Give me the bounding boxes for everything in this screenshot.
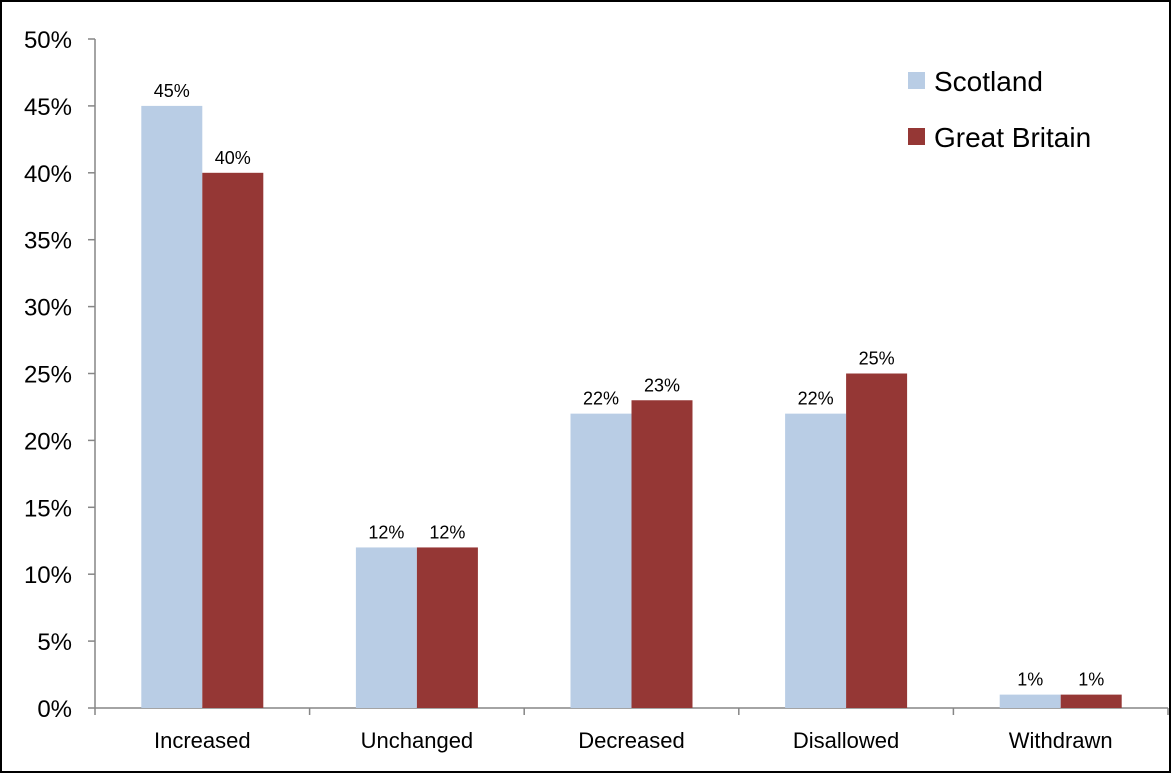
data-label: 45% — [154, 81, 190, 101]
data-label: 22% — [798, 389, 834, 409]
x-tick-label: Unchanged — [361, 728, 474, 753]
y-tick-label: 0% — [37, 696, 72, 723]
x-axis-ticks: Increased Unchanged Decreased Disallowed Wit… — [154, 728, 1113, 753]
x-tick-label: Withdrawn — [1009, 728, 1113, 753]
x-tick-label: Decreased — [578, 728, 684, 753]
bars — [141, 105, 1122, 709]
bar-great-britain — [631, 400, 693, 708]
data-label: 1% — [1017, 670, 1043, 690]
legend: Scotland Great Britain — [908, 66, 1091, 153]
bar-great-britain — [416, 547, 478, 708]
bar-great-britain — [846, 373, 908, 708]
y-tick-label: 50% — [24, 27, 72, 54]
y-tick-label: 20% — [24, 428, 72, 455]
data-label: 23% — [644, 375, 680, 395]
data-label: 40% — [215, 148, 251, 168]
bar-scotland — [141, 105, 203, 708]
y-tick-label: 40% — [24, 161, 72, 188]
bar-scotland — [999, 694, 1061, 708]
y-tick-label: 15% — [24, 495, 72, 522]
bar-great-britain — [1060, 694, 1122, 708]
data-label: 25% — [859, 349, 895, 369]
data-label: 12% — [429, 522, 465, 542]
data-label: 1% — [1078, 670, 1104, 690]
bar-scotland — [355, 547, 417, 708]
y-axis-ticks: 0% 5% 10% 15% 20% 25% 30% 35% 40% 45% 50% — [24, 27, 95, 723]
data-label: 12% — [368, 522, 404, 542]
bar-scotland — [785, 413, 847, 708]
y-tick-label: 5% — [37, 629, 72, 656]
y-tick-label: 45% — [24, 94, 72, 121]
bar-scotland — [570, 413, 632, 708]
legend-swatch-scotland — [908, 72, 925, 89]
x-tick-label: Increased — [154, 728, 251, 753]
legend-swatch-great-britain — [908, 128, 925, 145]
data-labels: 45% 40% 12% 12% 22% 23% 22% 25% 1% 1% — [154, 81, 1104, 690]
legend-label: Great Britain — [934, 122, 1091, 153]
y-tick-label: 10% — [24, 562, 72, 589]
legend-label: Scotland — [934, 66, 1043, 97]
y-tick-label: 35% — [24, 228, 72, 255]
y-tick-label: 30% — [24, 295, 72, 322]
bar-great-britain — [202, 172, 264, 709]
x-tick-label: Disallowed — [793, 728, 899, 753]
y-tick-label: 25% — [24, 362, 72, 389]
data-label: 22% — [583, 389, 619, 409]
